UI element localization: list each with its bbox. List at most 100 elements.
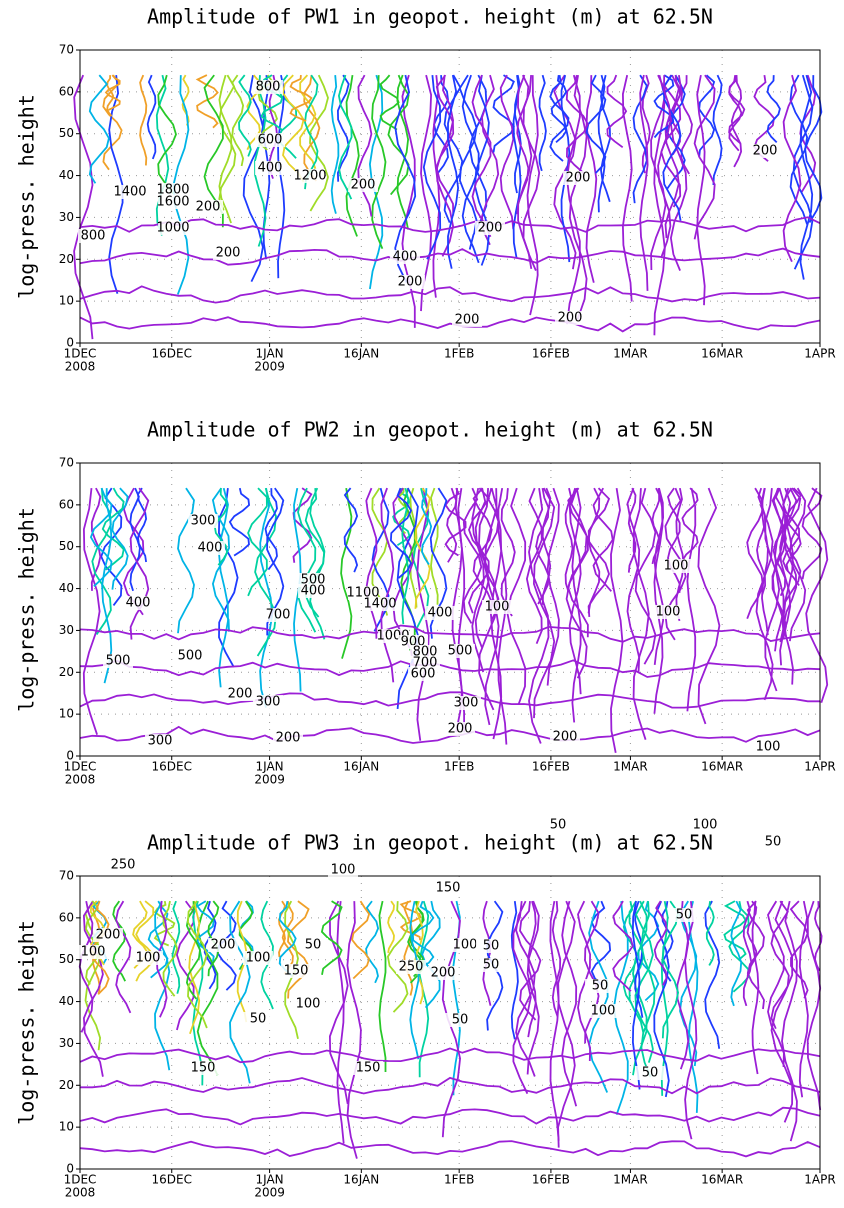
contour-line bbox=[653, 74, 675, 139]
contour-label-bg bbox=[293, 997, 323, 1011]
contour-line bbox=[79, 624, 821, 643]
contour-label-bg bbox=[175, 649, 205, 663]
contour-label-bg bbox=[263, 608, 293, 622]
contour-line bbox=[506, 487, 527, 705]
contour-label: 600 bbox=[411, 667, 436, 682]
contour-line bbox=[557, 900, 576, 1148]
contour-label: 200 bbox=[558, 311, 583, 326]
contour-label: 250 bbox=[399, 960, 424, 975]
x-tick-label: 16JAN bbox=[343, 347, 379, 361]
contour-line bbox=[510, 900, 519, 1040]
contour-line bbox=[657, 75, 672, 257]
contour-label-bg bbox=[255, 133, 285, 147]
contour-line bbox=[525, 487, 543, 645]
contour-line bbox=[309, 74, 329, 212]
contour-line bbox=[146, 74, 157, 160]
contour-line bbox=[155, 74, 170, 236]
contour-line bbox=[781, 900, 798, 1142]
contour-label-bg bbox=[653, 605, 683, 619]
contour-line bbox=[343, 487, 359, 573]
y-tick-label: 60 bbox=[59, 497, 74, 511]
contour-label-bg bbox=[410, 645, 440, 659]
contour-line bbox=[742, 900, 753, 1007]
contour-line bbox=[297, 487, 317, 633]
contour-line bbox=[774, 487, 785, 652]
contour-line bbox=[137, 487, 148, 563]
contour-line bbox=[517, 74, 533, 270]
contour-line bbox=[112, 900, 127, 982]
contour-line bbox=[684, 901, 698, 1140]
x-tick-label: 1JAN bbox=[256, 347, 284, 361]
contour-line bbox=[785, 487, 802, 572]
contour-label-bg bbox=[123, 596, 153, 610]
contour-line bbox=[546, 487, 560, 686]
contour-line bbox=[482, 900, 492, 1006]
contour-label-bg bbox=[425, 606, 455, 620]
contour-label: 300 bbox=[191, 514, 216, 529]
contour-label-bg bbox=[690, 818, 720, 832]
contour-line bbox=[788, 487, 807, 642]
contour-line bbox=[379, 74, 400, 131]
contour-label: 100 bbox=[693, 818, 718, 833]
contour-line bbox=[492, 74, 515, 153]
contour-line bbox=[89, 487, 113, 587]
contour-line bbox=[519, 901, 542, 1021]
plot-frame bbox=[79, 462, 821, 757]
contour-line bbox=[422, 75, 442, 260]
contour-label: 800 bbox=[256, 80, 281, 95]
x-tick-label: 16DEC bbox=[151, 1173, 191, 1187]
contour-line bbox=[108, 75, 124, 294]
contour-line bbox=[104, 74, 121, 111]
contour-line bbox=[499, 74, 515, 230]
contour-label-bg bbox=[213, 246, 243, 260]
contour-line bbox=[387, 900, 395, 954]
contour-line bbox=[409, 900, 420, 1060]
x-tick-label: 16FEB bbox=[532, 1173, 570, 1187]
contour-line bbox=[632, 488, 650, 740]
x-tick-label: 1DEC bbox=[64, 347, 97, 361]
contour-label: 100 bbox=[591, 1004, 616, 1019]
contour-label-bg bbox=[298, 573, 328, 587]
contour-line bbox=[639, 74, 649, 291]
contour-label-bg bbox=[450, 938, 480, 952]
contour-label-bg bbox=[115, 185, 145, 199]
y-tick-label: 0 bbox=[66, 336, 74, 350]
contour-line bbox=[782, 74, 802, 263]
contour-line bbox=[782, 487, 801, 587]
contour-label: 200 bbox=[216, 246, 241, 261]
contour-line bbox=[147, 900, 169, 979]
contour-line bbox=[101, 487, 125, 571]
contour-line bbox=[471, 74, 492, 238]
contour-label-bg bbox=[188, 514, 218, 528]
contour-line bbox=[231, 74, 245, 167]
contour-line bbox=[218, 74, 237, 211]
contour-label: 800 bbox=[81, 229, 106, 244]
contour-label-bg bbox=[428, 966, 458, 980]
contour-line bbox=[299, 74, 317, 170]
contour-line bbox=[394, 74, 417, 283]
x-year-label: 2009 bbox=[254, 773, 285, 787]
contour-line bbox=[565, 74, 589, 174]
contour-label-bg bbox=[452, 313, 482, 327]
contour-label-bg bbox=[410, 656, 440, 670]
y-tick-label: 30 bbox=[59, 1036, 74, 1050]
contour-line bbox=[340, 487, 353, 659]
contour-label-bg bbox=[328, 863, 358, 877]
contour-label: 50 bbox=[483, 939, 500, 954]
contour-label: 150 bbox=[284, 964, 309, 979]
y-tick-label: 20 bbox=[59, 252, 74, 266]
y-axis-label: log-press. height bbox=[15, 94, 39, 299]
contour-line bbox=[337, 74, 353, 200]
contour-label: 700 bbox=[413, 656, 438, 671]
contour-label: 200 bbox=[228, 687, 253, 702]
contour-label: 300 bbox=[148, 734, 173, 749]
contour-line bbox=[527, 900, 537, 1038]
contour-line bbox=[401, 487, 410, 625]
contour-label-bg bbox=[253, 80, 283, 94]
contour-line bbox=[84, 900, 102, 1051]
y-tick-label: 10 bbox=[59, 707, 74, 721]
contour-line bbox=[705, 900, 715, 966]
contour-line bbox=[606, 74, 628, 149]
contour-line bbox=[500, 488, 516, 617]
